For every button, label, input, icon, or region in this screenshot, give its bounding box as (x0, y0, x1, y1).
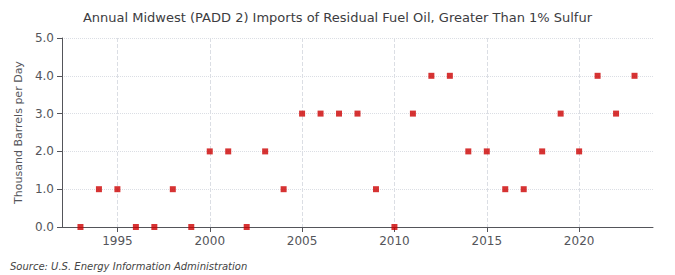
svg-text:2010: 2010 (379, 234, 410, 248)
svg-text:4.0: 4.0 (35, 69, 54, 83)
svg-text:5.0: 5.0 (35, 31, 54, 45)
svg-text:0.0: 0.0 (35, 220, 54, 234)
svg-text:1995: 1995 (102, 234, 133, 248)
svg-text:1.0: 1.0 (35, 182, 54, 196)
svg-text:2.0: 2.0 (35, 144, 54, 158)
svg-text:2000: 2000 (194, 234, 225, 248)
svg-text:2015: 2015 (472, 234, 503, 248)
svg-text:2005: 2005 (287, 234, 318, 248)
svg-text:3.0: 3.0 (35, 107, 54, 121)
svg-text:Thousand Barrels per Day: Thousand Barrels per Day (12, 61, 25, 205)
svg-text:Source: U.S. Energy Informatio: Source: U.S. Energy Information Administ… (10, 261, 247, 272)
svg-text:Annual Midwest (PADD 2) Import: Annual Midwest (PADD 2) Imports of Resid… (83, 10, 593, 25)
svg-text:2020: 2020 (564, 234, 595, 248)
